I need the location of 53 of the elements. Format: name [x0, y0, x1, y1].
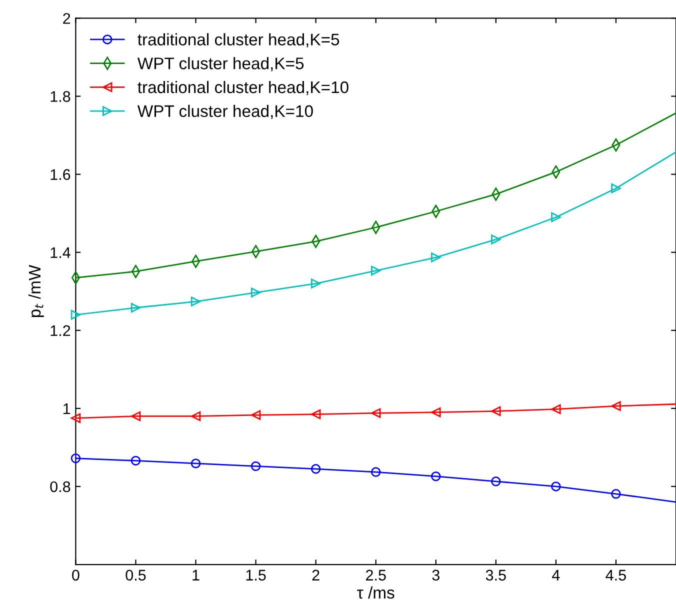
point	[70, 413, 81, 424]
point	[491, 234, 501, 244]
y-axis-title: p$_{t}$ /mW	[28, 264, 44, 318]
x-tick-label: 0	[72, 570, 80, 581]
point	[551, 482, 561, 492]
x-axis-title: τ /ms	[357, 586, 394, 599]
point	[551, 212, 561, 222]
point	[190, 458, 201, 468]
x-tick-label: 4.5	[606, 570, 626, 581]
point	[431, 252, 441, 262]
x-tick-label: 3.5	[486, 570, 506, 581]
y-tick-label: 1	[64, 403, 70, 414]
point	[250, 461, 261, 472]
point	[551, 404, 561, 414]
point	[190, 411, 201, 422]
point	[491, 406, 501, 416]
point	[70, 310, 81, 320]
x-tick-label: 1.5	[246, 570, 266, 581]
x-tick-label: 0.5	[126, 570, 146, 581]
y-tick-label: 1.2	[50, 325, 70, 336]
y-tick-label: 1.6	[50, 169, 70, 180]
point	[250, 410, 261, 420]
y-tick-label: 1.8	[50, 91, 70, 102]
point	[370, 266, 381, 276]
point	[130, 411, 141, 422]
point	[431, 471, 441, 482]
legend-label: WPT cluster head,K=10	[137, 104, 313, 120]
point	[370, 467, 381, 477]
x-tick-label: 1	[192, 570, 200, 580]
point	[611, 489, 621, 499]
x-tick-label: 4	[552, 570, 560, 580]
legend-label: WPT cluster head,K=5	[137, 57, 304, 72]
point	[310, 409, 321, 420]
point	[611, 401, 621, 411]
x-tick-label: 3	[432, 570, 440, 581]
legend-label: traditional cluster head,K=10	[138, 80, 348, 96]
y-tick-label: 1.4	[50, 247, 70, 258]
point	[70, 454, 81, 464]
point	[431, 407, 441, 418]
y-tick-label: 2	[63, 13, 70, 24]
legend-label: traditional cluster head,K=5	[138, 33, 340, 48]
point	[611, 183, 621, 194]
point	[250, 288, 261, 298]
point	[310, 464, 321, 474]
point	[130, 302, 141, 313]
point	[370, 408, 381, 418]
point	[190, 296, 201, 306]
x-tick-label: 2.5	[366, 570, 386, 581]
point	[130, 456, 141, 466]
x-tick-label: 2	[312, 570, 320, 580]
point	[491, 476, 501, 486]
point	[310, 278, 321, 288]
y-tick-label: 0.8	[50, 481, 70, 492]
